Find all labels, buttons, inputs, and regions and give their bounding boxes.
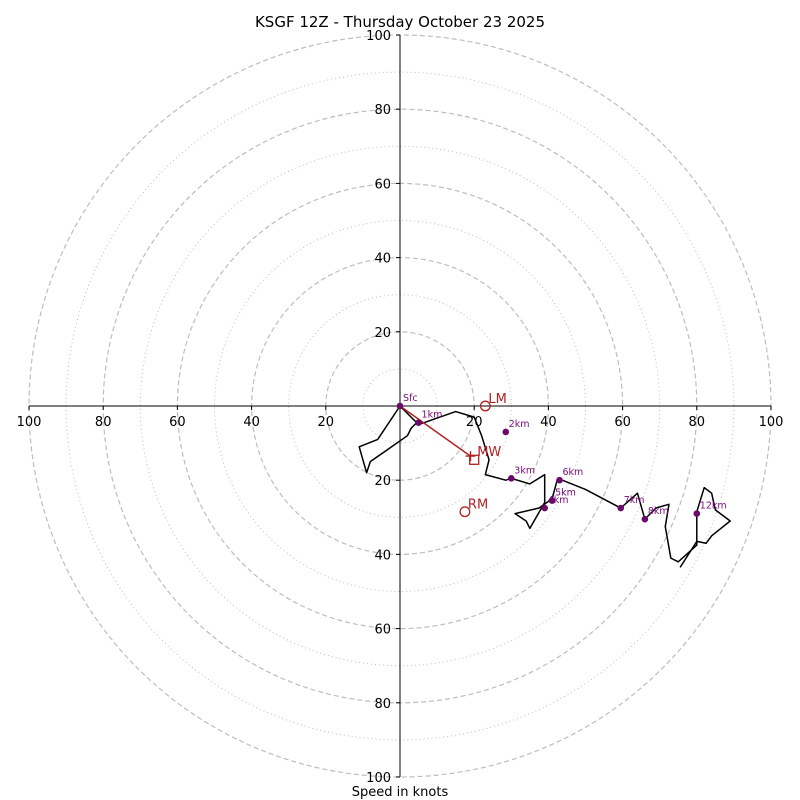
y-tick-label: 20 — [374, 474, 391, 489]
height-marker-dot — [508, 475, 515, 482]
x-tick-label: 20 — [318, 415, 335, 430]
y-tick-label: 60 — [374, 177, 391, 192]
height-marker-dot — [693, 510, 701, 517]
y-tick-label: 40 — [374, 548, 391, 563]
y-tick-label: 60 — [374, 623, 391, 638]
x-tick-label: 60 — [614, 415, 631, 430]
x-tick-label: 100 — [17, 415, 42, 430]
height-marker-dot — [396, 402, 404, 410]
height-marker-label: 1km — [422, 410, 443, 421]
chart-title: KSGF 12Z - Thursday October 23 2025 — [255, 13, 545, 31]
height-marker-dot — [541, 504, 548, 512]
mean-wind-label: MW — [477, 445, 501, 460]
x-tick-label: 40 — [243, 415, 260, 430]
left-mover-label: LM — [488, 392, 506, 407]
y-tick-label: 20 — [374, 326, 391, 341]
tick-labels: 100 80 60 40 20 20 40 60 80 100100806040202040608… — [17, 29, 784, 786]
x-tick-label: 80 — [689, 415, 706, 430]
height-marker-label: 7km — [624, 495, 645, 506]
height-marker-label: 8km — [648, 506, 669, 517]
storm-motion-markers: LM MW RM — [459, 392, 507, 518]
x-tick-label: 60 — [169, 415, 186, 430]
height-marker-dot — [548, 497, 556, 504]
x-tick-label: 40 — [540, 415, 557, 430]
height-marker-dot — [502, 428, 510, 436]
height-marker-label: 6km — [563, 467, 584, 478]
shear-vector — [399, 405, 476, 462]
height-marker-label: 4km — [548, 495, 569, 506]
hodograph-trace — [399, 405, 731, 568]
right-mover-label: RM — [468, 498, 488, 513]
y-tick-label: 80 — [374, 697, 391, 712]
x-tick-label: 100 — [759, 415, 784, 430]
y-tick-label: 40 — [374, 252, 391, 267]
height-marker-dot — [415, 419, 422, 426]
height-marker-label: 2km — [509, 419, 530, 430]
right-mover-marker — [459, 506, 471, 518]
y-tick-label: 80 — [374, 103, 391, 118]
left-mover-marker — [479, 400, 491, 412]
height-marker-label: 5km — [555, 488, 576, 499]
height-marker-dot — [617, 504, 625, 512]
wind-trace — [358, 405, 731, 568]
y-tick-label: 100 — [366, 771, 391, 786]
x-tick-label: 80 — [95, 415, 112, 430]
height-marker-label: 3km — [514, 465, 535, 476]
mean-wind-marker — [469, 454, 480, 465]
height-marker-dot — [641, 515, 649, 523]
shear-vector-head — [465, 451, 476, 462]
height-marker-label: 12km — [700, 501, 727, 512]
low-level-trace — [358, 405, 420, 474]
x-axis-label: Speed in knots — [352, 785, 449, 800]
height-marker-dot — [556, 476, 563, 484]
height-marker-label: Sfc — [403, 393, 418, 404]
y-tick-label: 100 — [366, 29, 391, 44]
shear-vector-line — [399, 405, 471, 457]
